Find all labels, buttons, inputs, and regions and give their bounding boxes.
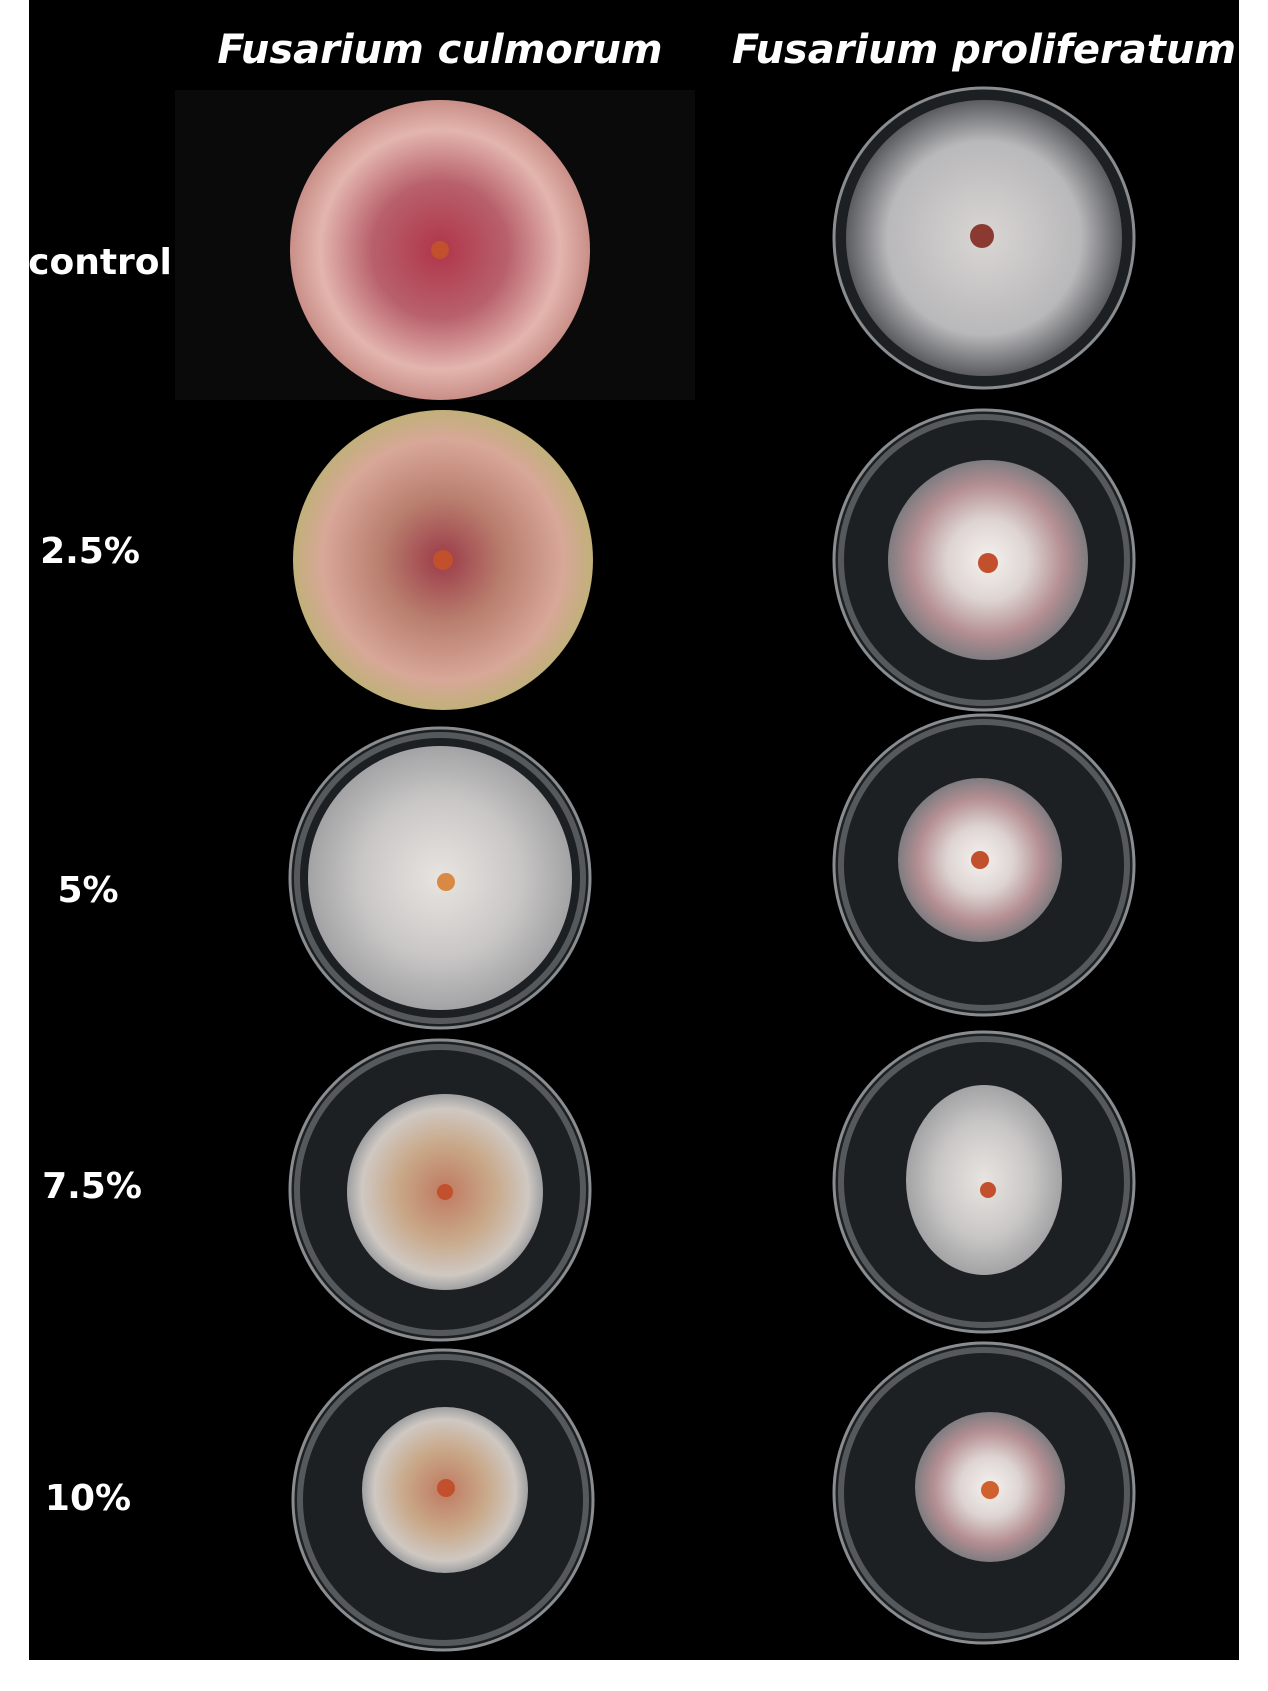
- petri-dish: [832, 1341, 1136, 1645]
- petri-dish: [291, 1348, 595, 1652]
- column-title: Fusarium culmorum: [217, 27, 662, 73]
- petri-dish: [832, 86, 1136, 390]
- row-label: 10%: [45, 1478, 131, 1519]
- petri-dish: [832, 1030, 1136, 1334]
- row-label: 7.5%: [42, 1166, 142, 1207]
- petri-dish: [293, 410, 593, 710]
- petri-dish: [288, 726, 592, 1030]
- petri-dish: [288, 1038, 592, 1342]
- petri-dish: [832, 408, 1136, 712]
- row-label: control: [28, 242, 172, 283]
- column-title: Fusarium proliferatum: [732, 27, 1236, 73]
- petri-dish: [175, 90, 695, 400]
- row-label: 2.5%: [40, 531, 140, 572]
- row-label: 5%: [57, 870, 118, 911]
- petri-dish: [832, 713, 1136, 1017]
